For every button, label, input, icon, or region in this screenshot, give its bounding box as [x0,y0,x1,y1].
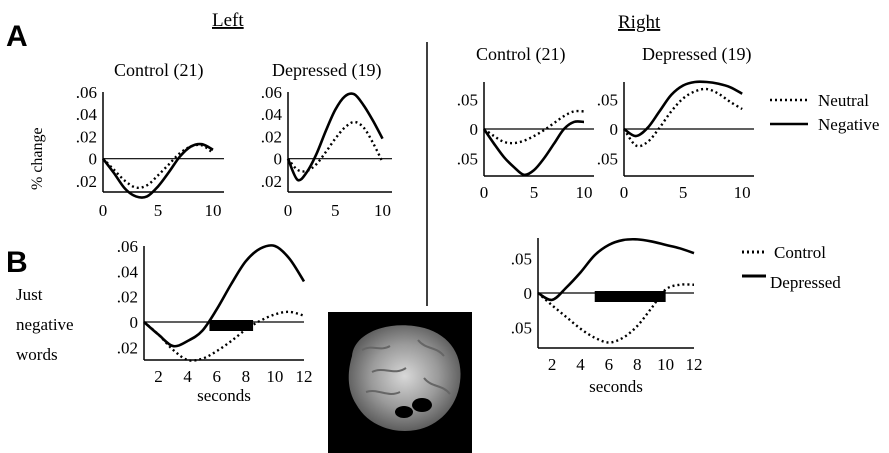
x-tick-label: 10 [734,183,751,202]
plot-b-left: .06 .04 .02 0 .02 2 4 6 8 10 12 seconds [117,237,313,405]
y-tick-label: 0 [470,120,479,139]
plot-a-right-control: Control (21).050.050 5 10 [457,44,594,202]
amygdala-left-blob [395,406,413,418]
x-tick-label: 10 [205,201,222,220]
y-tick-label: .06 [76,83,97,102]
x-tick-label: 0 [284,201,293,220]
y-tick-label: .05 [597,149,618,168]
y-tick-label: .05 [511,318,532,337]
legend-a-neutral-label: Neutral [818,91,869,110]
x-tick-label: 2 [548,355,557,374]
y-tick-label: .04 [76,105,98,124]
y-tick-label: 0 [130,313,139,332]
y-tick-label: .02 [261,172,282,191]
legend-a: Neutral Negative [770,91,879,134]
y-tick-label: .05 [457,91,478,110]
series-line-negative [482,120,585,177]
x-tick-label: 4 [183,367,192,386]
series-line-negative [101,142,214,199]
x-tick-label: 12 [686,355,703,374]
plot-title: Depressed (19) [272,60,381,81]
side-label-line-1: Just [16,285,43,304]
y-tick-label: .02 [76,172,97,191]
brain-image [328,312,472,453]
y-tick-label: .02 [117,288,138,307]
panel-label-b: B [6,246,28,279]
series-line-negative [623,80,743,138]
y-tick-label: .02 [261,127,282,146]
y-tick-label: .06 [117,237,138,256]
y-tick-label: .05 [457,149,478,168]
series-line-negative [286,92,384,182]
legend-b: Control Depressed [742,243,841,292]
legend-b-control-label: Control [774,243,826,262]
heading-left: Left [212,10,244,31]
series-line-control [143,310,305,362]
legend-b-depressed-label: Depressed [770,273,841,292]
plot-title: Control (21) [114,60,204,81]
y-tick-label: .04 [117,262,139,281]
x-tick-label: 4 [576,355,585,374]
series-line-neutral [102,143,214,190]
series-line-depressed [143,244,306,348]
significance-bar [209,320,254,331]
y-tick-label: .02 [76,127,97,146]
side-label-line-3: words [16,345,58,364]
x-tick-label: 10 [266,367,283,386]
side-label-line-2: negative [16,315,74,334]
amygdala-right-blob [412,398,432,412]
y-tick-label: 0 [610,120,619,139]
panel-label-a: A [6,20,28,53]
heading-right: Right [618,12,661,33]
x-tick-label: 12 [296,367,313,386]
plot-title: Depressed (19) [642,44,751,65]
series-line-control [537,283,695,344]
x-tick-label: 10 [374,201,391,220]
x-tick-label: 6 [212,367,221,386]
x-tick-label: 10 [657,355,674,374]
y-tick-label: .05 [597,91,618,110]
x-tick-label: 2 [154,367,163,386]
x-tick-label: 0 [620,183,629,202]
series-line-neutral [622,87,743,148]
x-axis-label: seconds [589,377,643,396]
y-tick-label: .06 [261,83,282,102]
x-tick-label: 6 [605,355,614,374]
series-line-neutral [287,120,384,173]
y-axis-label: % change [29,127,46,190]
x-tick-label: 8 [633,355,642,374]
x-tick-label: 5 [331,201,340,220]
x-tick-label: 0 [99,201,108,220]
y-tick-label: .05 [511,250,532,269]
x-tick-label: 5 [530,183,539,202]
y-tick-label: .02 [117,338,138,357]
series-line-depressed [537,237,695,302]
plot-a-left-depressed: Depressed (19).06.04.020.020 5 10 [261,60,392,220]
plot-a-right-depressed: Depressed (19).050.050 5 10 [597,44,754,202]
x-tick-label: 5 [679,183,688,202]
y-tick-label: 0 [524,284,533,303]
y-tick-label: 0 [89,150,98,169]
y-tick-label: 0 [274,150,283,169]
x-tick-label: 5 [154,201,163,220]
x-tick-label: 0 [480,183,489,202]
plot-a-left-control: Control (21).06.04.020.020 5 10 [76,60,224,220]
series-line-neutral [483,109,585,145]
plot-title: Control (21) [476,44,566,65]
plot-b-right: .05 0 .05 2 4 6 8 10 12 seconds [511,237,703,396]
x-axis-label: seconds [197,386,251,405]
x-tick-label: 10 [576,183,593,202]
y-tick-label: .04 [261,105,283,124]
brain-gyri [361,339,451,395]
legend-a-negative-label: Negative [818,115,879,134]
brain-shape [348,325,461,431]
significance-bar [594,291,666,302]
x-tick-label: 8 [242,367,251,386]
